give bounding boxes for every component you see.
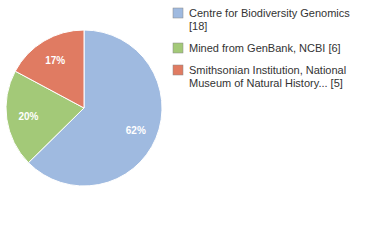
- legend-label: Smithsonian Institution, NationalMuseum …: [189, 64, 346, 89]
- legend-swatch: [173, 8, 183, 18]
- pie: [6, 30, 162, 186]
- legend: Centre for Biodiversity Genomics[18] Mine…: [173, 7, 350, 89]
- legend-label: Centre for Biodiversity Genomics[18]: [189, 7, 350, 32]
- data-label: 20%: [18, 111, 38, 122]
- data-label: 62%: [126, 125, 146, 136]
- pie-slice: [15, 30, 84, 108]
- data-label: 17%: [45, 55, 65, 66]
- legend-swatch: [173, 43, 183, 53]
- legend-label: Mined from GenBank, NCBI [6]: [189, 42, 341, 54]
- chart: 62% 20% 17% Centre for Biodiversity Genomic…: [0, 0, 380, 240]
- legend-swatch: [173, 65, 183, 75]
